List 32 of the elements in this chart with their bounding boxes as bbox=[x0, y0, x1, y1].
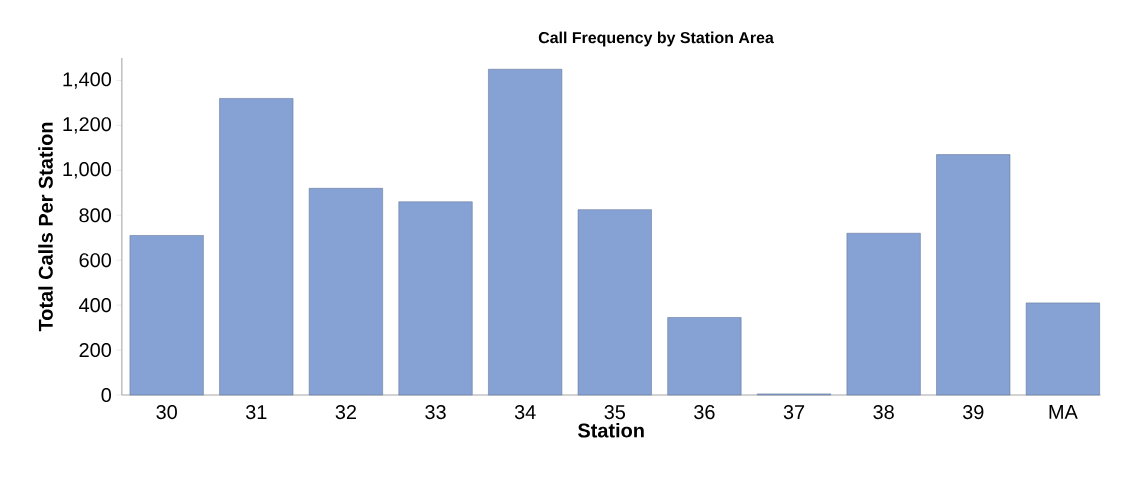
x-tick-label: 35 bbox=[604, 405, 626, 420]
bar bbox=[488, 68, 563, 396]
bar bbox=[667, 317, 742, 396]
bar bbox=[936, 154, 1011, 396]
x-tick-label: 30 bbox=[156, 405, 177, 420]
y-tick-label: 600 bbox=[79, 253, 112, 268]
chart-title: Call Frequency by Station Area bbox=[538, 31, 774, 47]
bar bbox=[846, 232, 921, 396]
y-tick-label: 1,200 bbox=[63, 117, 112, 134]
x-tick-label: 34 bbox=[514, 405, 536, 420]
x-tick-label: 33 bbox=[425, 405, 446, 420]
bar bbox=[577, 209, 652, 396]
y-tick-label: 1,000 bbox=[63, 162, 112, 179]
bar bbox=[219, 98, 294, 396]
x-tick-label: MA bbox=[1049, 405, 1078, 419]
x-tick-label: 39 bbox=[962, 405, 984, 420]
x-tick-label: 32 bbox=[335, 405, 356, 420]
y-tick-label: 400 bbox=[79, 298, 112, 313]
x-tick-label: 37 bbox=[783, 405, 805, 420]
x-tick-label: 38 bbox=[873, 405, 894, 420]
x-tick-label: 36 bbox=[694, 405, 715, 420]
y-tick-label: 800 bbox=[79, 208, 112, 223]
bar bbox=[129, 235, 204, 396]
bar bbox=[1025, 302, 1100, 396]
y-tick-label: 1,400 bbox=[63, 72, 112, 89]
x-axis-title: Station bbox=[578, 422, 644, 438]
y-tick-label: 200 bbox=[79, 343, 112, 358]
bar bbox=[308, 188, 383, 396]
x-tick-label: 31 bbox=[245, 405, 267, 420]
y-axis-title: Total Calls Per Station bbox=[38, 122, 53, 332]
bar bbox=[398, 201, 473, 396]
y-tick-label: 0 bbox=[101, 387, 112, 403]
